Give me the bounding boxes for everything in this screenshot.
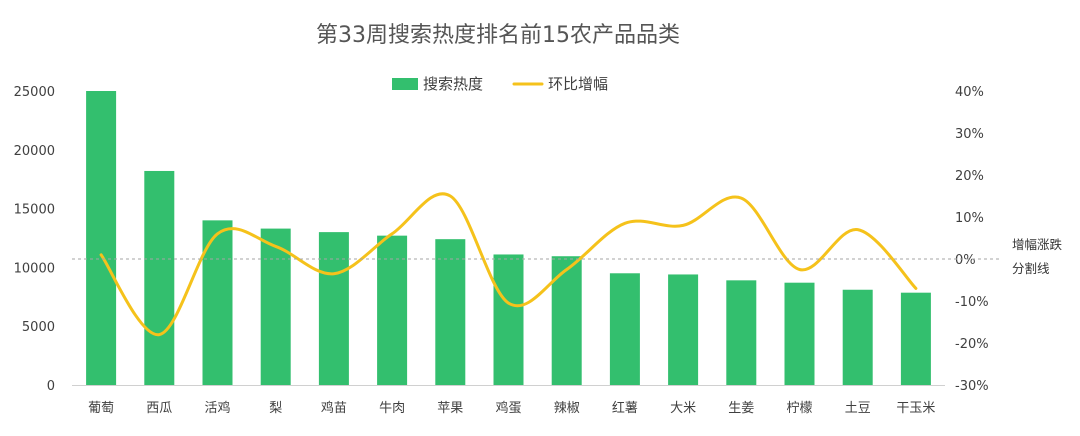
bar-6 <box>435 239 466 385</box>
zero-line-label: 分割线 <box>1012 261 1050 276</box>
bar-12 <box>784 282 815 385</box>
bar-3 <box>260 228 291 385</box>
chart-title: 第33周搜索热度排名前15农产品品类 <box>316 23 680 48</box>
y-right-tick-label: -20% <box>955 337 989 352</box>
x-tick-label: 柠檬 <box>786 401 812 416</box>
bar-8 <box>551 256 582 385</box>
bar-10 <box>668 274 699 385</box>
bar-0 <box>86 91 117 385</box>
y-left-tick-label: 0 <box>47 379 55 394</box>
x-tick-label: 西瓜 <box>146 401 172 416</box>
y-left-tick-label: 20000 <box>14 144 55 159</box>
bar-13 <box>842 289 873 385</box>
x-tick-label: 梨 <box>269 401 282 416</box>
bar-11 <box>726 280 757 385</box>
x-tick-label: 生姜 <box>728 401 754 416</box>
legend-swatch-bar <box>392 78 418 90</box>
legend-label-line: 环比增幅 <box>548 75 608 93</box>
line-group <box>99 192 918 337</box>
zero-line-label: 增幅涨跌 <box>1012 237 1063 252</box>
bar-5 <box>377 235 408 385</box>
x-tick-label: 牛肉 <box>379 401 405 416</box>
bar-1 <box>144 170 175 385</box>
y-right-tick-label: -10% <box>955 295 989 310</box>
y-left-tick-label: 5000 <box>22 320 55 335</box>
bars-group <box>86 91 931 385</box>
bar-7 <box>493 254 524 385</box>
bar-4 <box>318 232 349 385</box>
y-right-tick-label: 0% <box>955 253 976 268</box>
y-right-tick-label: -30% <box>955 379 989 394</box>
x-tick-label: 鸡苗 <box>321 400 347 416</box>
y-left-tick-label: 25000 <box>14 85 55 100</box>
axes-group: 葡萄 西瓜 活鸡 梨 鸡苗 牛肉 苹果 鸡蛋 辣椒 红薯 大米 生姜 柠檬 土豆 干玉米 0 5000 10000… <box>14 85 989 416</box>
legend: 搜索热度 环比增幅 <box>392 75 608 93</box>
x-tick-label: 土豆 <box>845 401 871 416</box>
x-tick-label: 红薯 <box>612 400 638 416</box>
x-tick-label: 苹果 <box>437 401 463 416</box>
y-left-tick-label: 15000 <box>14 203 55 218</box>
series-line-growth <box>99 192 918 337</box>
x-tick-label: 鸡蛋 <box>495 400 521 416</box>
x-tick-label: 大米 <box>670 401 696 416</box>
y-right-tick-label: 40% <box>955 85 984 100</box>
y-right-tick-label: 30% <box>955 127 984 142</box>
bar-14 <box>900 292 931 385</box>
x-tick-label: 辣椒 <box>554 401 580 416</box>
y-right-tick-label: 20% <box>955 169 984 184</box>
x-tick-label: 干玉米 <box>896 401 935 416</box>
x-tick-label: 葡萄 <box>88 401 114 416</box>
y-left-tick-label: 10000 <box>14 261 55 276</box>
legend-label-bar: 搜索热度 <box>423 75 483 93</box>
bar-9 <box>609 273 640 385</box>
x-tick-label: 活鸡 <box>204 400 230 416</box>
y-right-tick-label: 10% <box>955 211 984 226</box>
